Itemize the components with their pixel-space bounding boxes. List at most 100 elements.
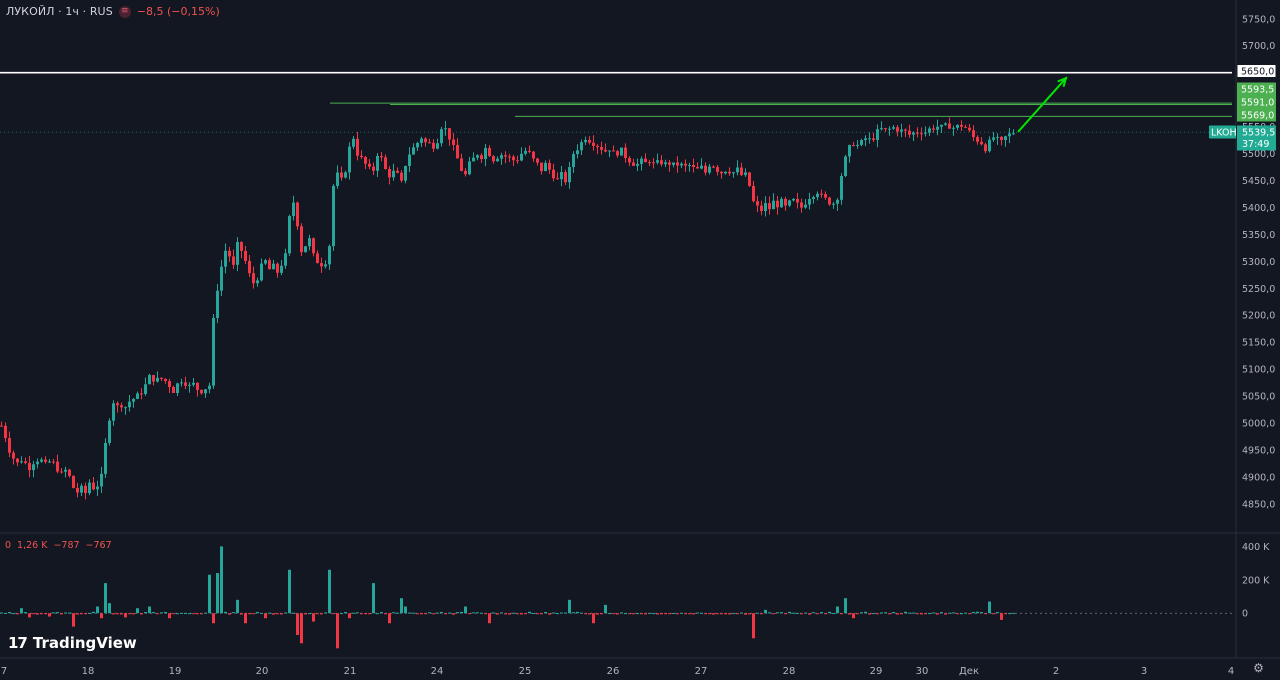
candle-body xyxy=(1012,133,1015,135)
volume-bar xyxy=(864,611,867,614)
y-tick-label: 5150,0 xyxy=(1242,338,1275,349)
volume-bar xyxy=(1000,613,1003,620)
volume-bar xyxy=(108,603,111,614)
volume-bar xyxy=(632,613,635,615)
x-tick-label: Дек xyxy=(959,666,979,677)
candle-body xyxy=(184,382,187,386)
candle-body xyxy=(676,162,679,166)
volume-bar xyxy=(856,613,859,615)
volume-bar xyxy=(552,612,555,614)
candle-body xyxy=(568,167,571,183)
candle-body xyxy=(496,158,499,162)
volume-bar xyxy=(496,613,499,615)
volume-legend-zero: 0 xyxy=(5,540,12,551)
candle-body xyxy=(552,169,555,179)
x-tick-label: 25 xyxy=(519,666,532,677)
volume-legend[interactable]: 0 1,26 K −787 −767 xyxy=(5,540,112,551)
volume-bar xyxy=(488,613,491,624)
candle-body xyxy=(92,482,95,490)
volume-bar xyxy=(332,613,335,615)
candle-body xyxy=(900,129,903,132)
volume-bar xyxy=(888,613,891,615)
candle-body xyxy=(988,139,991,152)
candle-body xyxy=(796,199,799,203)
volume-bar xyxy=(720,613,723,615)
candle-body xyxy=(268,260,271,270)
candle-body xyxy=(624,147,627,158)
candle-body xyxy=(48,461,51,463)
volume-bar xyxy=(956,613,959,615)
candle-body xyxy=(972,130,975,138)
tradingview-logo[interactable]: 17 TradingView xyxy=(8,634,137,652)
candle-body xyxy=(812,197,815,200)
volume-bar xyxy=(980,612,983,614)
candle-body xyxy=(696,166,699,169)
candle-body xyxy=(352,138,355,147)
volume-bar xyxy=(24,612,27,614)
volume-bar xyxy=(800,613,803,615)
volume-bar xyxy=(340,613,343,615)
volume-bar xyxy=(716,613,719,615)
volume-bar xyxy=(44,613,47,615)
volume-bar xyxy=(416,613,419,615)
volume-bar xyxy=(932,612,935,614)
ticker-tag-label: LKOH xyxy=(1211,128,1237,139)
volume-bar xyxy=(952,612,955,614)
candle-body xyxy=(40,459,43,462)
volume-tick-label: 0 xyxy=(1242,609,1248,620)
candle-body xyxy=(680,163,683,166)
candle-body xyxy=(12,452,15,459)
candle-body xyxy=(948,123,951,129)
y-tick-label: 4950,0 xyxy=(1242,445,1275,456)
volume-bar xyxy=(724,613,727,615)
candle-body xyxy=(700,165,703,169)
volume-bar xyxy=(644,613,647,615)
volume-bar xyxy=(396,612,399,614)
candle-body xyxy=(96,486,99,490)
volume-bar xyxy=(820,612,823,614)
volume-bar xyxy=(148,606,151,614)
candle-body xyxy=(844,156,847,177)
candle-body xyxy=(636,163,639,166)
candle-body xyxy=(904,129,907,131)
volume-legend-ma2: −767 xyxy=(85,540,112,551)
candle-body xyxy=(1008,133,1011,137)
volume-bar xyxy=(636,613,639,615)
gear-icon[interactable]: ⚙ xyxy=(1253,661,1264,675)
volume-bar xyxy=(208,574,211,614)
candle-body xyxy=(492,156,495,162)
x-tick-label: 18 xyxy=(82,666,95,677)
candle-body xyxy=(712,166,715,168)
candle-body xyxy=(928,128,931,133)
candle-body xyxy=(356,138,359,156)
candle-body xyxy=(804,204,807,208)
volume-bar xyxy=(676,613,679,615)
volume-bar xyxy=(312,613,315,622)
candle-body xyxy=(748,172,751,186)
symbol-title[interactable]: ЛУКОЙЛ · 1ч · RUS xyxy=(6,5,113,18)
candle-body xyxy=(328,246,331,265)
level-price-tag xyxy=(1236,64,1277,78)
volume-bar xyxy=(500,612,503,614)
volume-bar xyxy=(928,613,931,615)
projection-arrow-head xyxy=(1057,76,1068,87)
volume-bar xyxy=(192,613,195,615)
volume-bar xyxy=(948,612,951,614)
x-tick-label: 2 xyxy=(1053,666,1059,677)
volume-bar xyxy=(392,612,395,614)
candle-body xyxy=(272,263,275,270)
volume-bar xyxy=(20,608,23,614)
volume-bar xyxy=(244,613,247,624)
candle-body xyxy=(836,199,839,204)
volume-bar xyxy=(1004,613,1007,615)
candle-body xyxy=(124,407,127,409)
candle-body xyxy=(952,127,955,129)
volume-bar xyxy=(728,613,731,615)
candle-body xyxy=(916,132,919,134)
candle-body xyxy=(436,143,439,149)
candle-body xyxy=(476,155,479,158)
candle-body xyxy=(380,155,383,158)
x-tick-label: 24 xyxy=(431,666,444,677)
x-tick-label: 29 xyxy=(870,666,883,677)
